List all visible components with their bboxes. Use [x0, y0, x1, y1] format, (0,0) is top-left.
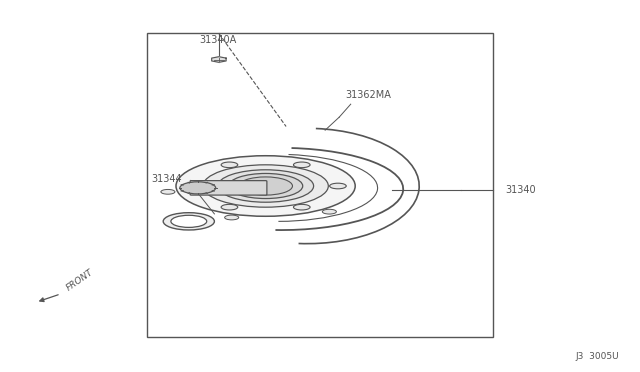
Ellipse shape [221, 204, 237, 210]
Ellipse shape [161, 189, 175, 194]
Text: FRONT: FRONT [65, 267, 95, 292]
Ellipse shape [176, 156, 355, 216]
Ellipse shape [330, 183, 346, 189]
Ellipse shape [180, 182, 216, 194]
Text: J3  3005U: J3 3005U [576, 352, 620, 361]
Text: 31344: 31344 [152, 174, 182, 183]
Ellipse shape [203, 165, 328, 207]
Ellipse shape [323, 209, 337, 214]
Polygon shape [212, 57, 226, 62]
Ellipse shape [221, 162, 238, 168]
Ellipse shape [185, 183, 202, 189]
Ellipse shape [218, 170, 314, 202]
Ellipse shape [225, 215, 239, 220]
Ellipse shape [239, 177, 292, 195]
Bar [147, 33, 493, 337]
Text: 31362MA: 31362MA [346, 90, 392, 100]
Ellipse shape [228, 173, 303, 199]
Ellipse shape [171, 215, 207, 227]
FancyBboxPatch shape [190, 181, 267, 195]
Ellipse shape [293, 162, 310, 168]
Ellipse shape [293, 204, 310, 210]
Text: 31340: 31340 [506, 185, 536, 195]
Text: 31340A: 31340A [199, 35, 236, 45]
Ellipse shape [163, 213, 214, 230]
